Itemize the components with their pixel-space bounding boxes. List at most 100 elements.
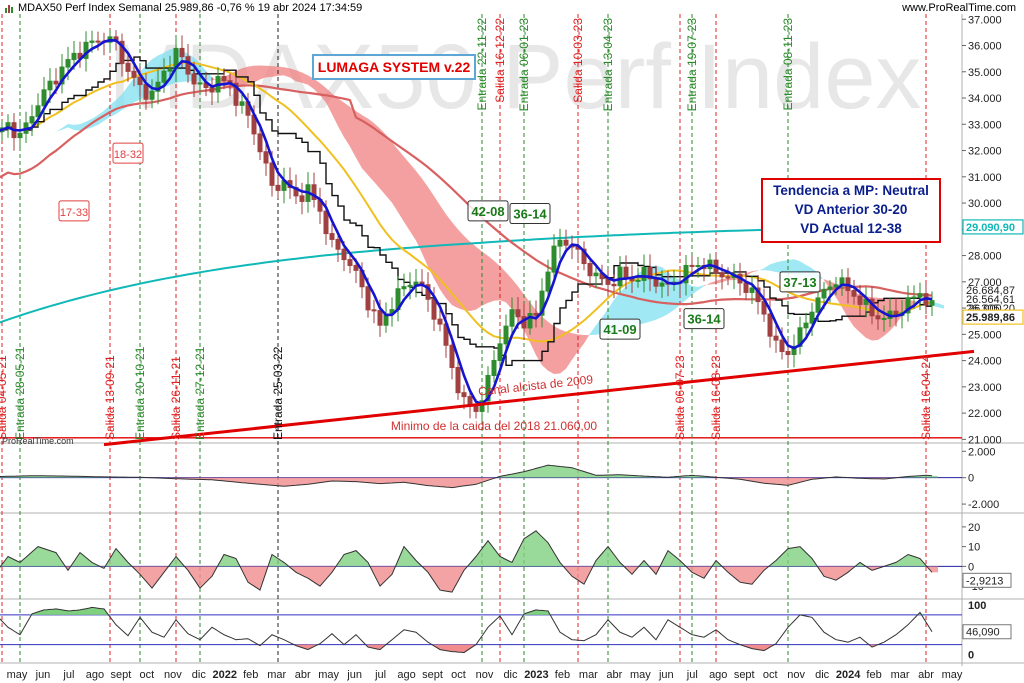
panel-2-area [515,550,518,567]
osc-overbought-area [65,610,68,615]
panel-1-area [326,477,329,482]
signal-label-6: Entrada 25-03-22 [271,346,285,440]
cloud-segment [350,106,356,158]
y-tick-label-13: 34.000 [968,93,1002,105]
osc-oversold-area [440,644,443,651]
panel-1-area [374,477,377,484]
cloud-segment [458,229,464,311]
panel-1-area [419,477,422,485]
panel-2-area [272,554,275,567]
candle-body [335,238,341,250]
panel-1-area [617,474,620,478]
cloud-segment [254,65,260,83]
candle-body [299,195,305,202]
candle-body [581,248,587,265]
x-label-35: abr [918,669,934,681]
candle-body [527,313,533,329]
osc-overbought-area [44,609,47,615]
panel-2-area [203,566,206,586]
panel-2-area [572,566,575,579]
panel-2-area [794,547,797,567]
panel-1-area [458,477,461,487]
panel-2-area [773,560,776,567]
signal-label-13: Entrada 19-07-23 [685,18,699,112]
x-label-24: may [630,669,651,681]
candle-body [137,76,143,86]
osc-last-box [962,624,1012,640]
candle-body [515,309,521,318]
x-label-31: dic [815,669,830,681]
panel-2-area [800,546,803,567]
cloud-segment [848,289,854,327]
cloud-segment [530,302,536,356]
cloud-segment [560,329,566,374]
cloud-segment [122,86,128,111]
panel-2-area [605,546,608,567]
panel-2-area [11,557,14,567]
panel-1-area [362,477,365,483]
candle-body [551,245,557,273]
panel-1-area [545,465,548,478]
panel-2-area [752,566,755,585]
candle-body [617,266,623,287]
panel-2-area [320,566,323,587]
candle-body [323,210,329,235]
panel-1-area [785,477,788,486]
panel-1-area [752,477,755,482]
signal-label-12: Salida 06-07-23 [673,355,687,440]
cloud-segment [332,93,338,127]
panel-1-area [254,477,257,484]
signal-label-9: Entrada 06-01-23 [517,18,531,112]
cloud-segment [392,142,398,213]
x-label-23: abr [606,669,622,681]
panel-1-area [512,473,515,478]
panel-2-area [485,540,488,567]
panel-1-area [233,477,236,483]
panel-2-area [602,550,605,567]
panel-2-area [608,546,611,567]
panel-1-area [371,477,374,484]
x-label-3: ago [86,669,104,681]
panel-1-area [776,477,779,485]
osc-overbought-area [77,609,80,615]
cloud-segment [566,331,572,369]
candle-body [509,309,515,327]
signal-label-3: Entrada 20-10-21 [133,346,147,440]
panel-2-area [527,534,530,567]
site-link[interactable]: www.ProRealTime.com [902,2,1016,14]
panel-2-area [701,566,704,579]
panel-2-area [581,566,584,585]
panel-1-area [773,477,776,485]
x-label-22: mar [579,669,598,681]
cloud-segment [398,149,404,222]
panel-2-area [617,558,620,567]
x-label-34: mar [891,669,910,681]
panel-1-area [272,477,275,486]
candle-body [71,52,77,61]
panel-2-area [521,538,524,567]
panel-2-area [446,566,449,592]
cloud-segment [404,156,410,232]
cloud-segment [824,279,830,289]
candle-body [311,184,317,200]
panel-2-area [680,560,683,567]
panel-2-area [842,566,845,577]
x-label-36: may [942,669,963,681]
panel-2-area [761,566,764,574]
panel-1-area [428,477,431,486]
candle-body [35,105,41,118]
panel-2-area [494,548,497,567]
panel-1-area [575,468,578,478]
y-tick-label-0: 21.000 [968,434,1002,446]
y-tick-label-16: 37.000 [968,14,1002,26]
panel-2-area [227,555,230,567]
panel-2-area [308,566,311,581]
x-label-19: dic [503,669,518,681]
instrument-icon [5,5,13,13]
panel-1-area [608,474,611,478]
score-box-label-0: 18-32 [114,149,142,161]
candle-body [347,259,353,266]
cloud-segment [788,259,794,276]
candle-body [377,310,383,326]
panel-1-area [386,477,389,484]
